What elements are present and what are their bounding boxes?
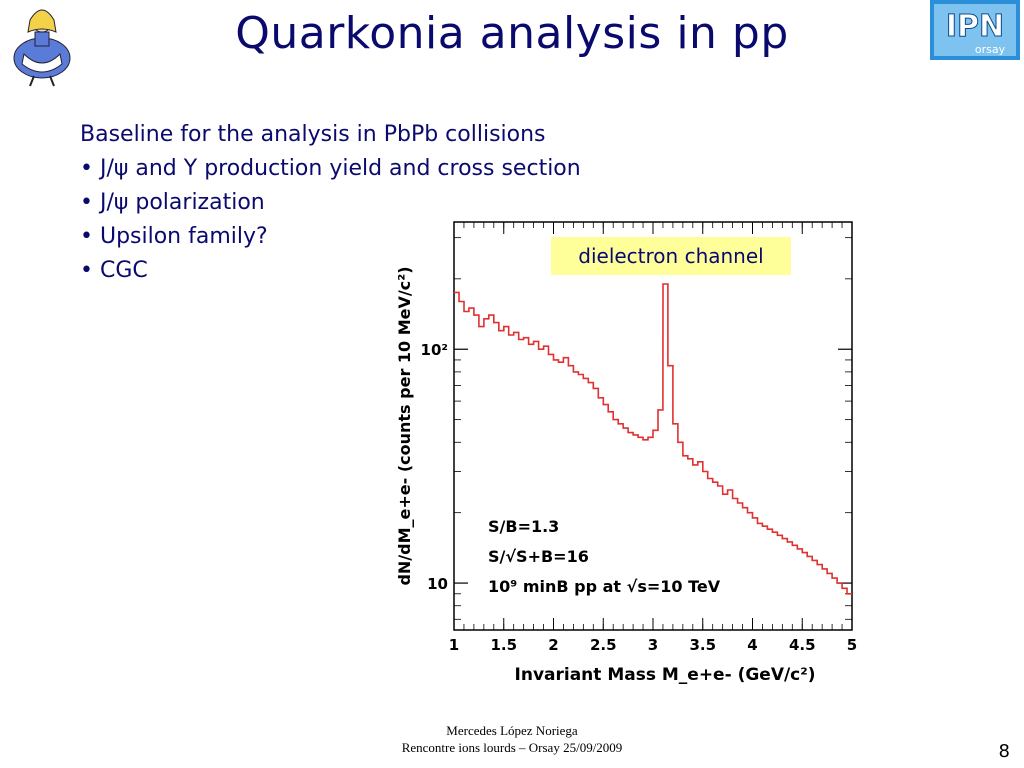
- y-tick-label-0: 10: [427, 575, 448, 593]
- x-tick-label-3: 3: [648, 636, 658, 654]
- footer-event: Rencontre ions lourds – Orsay 25/09/2009: [401, 740, 623, 755]
- dielectron-channel-badge: dielectron channel: [551, 237, 791, 275]
- x-tick-label-1: 1: [449, 636, 459, 654]
- logo-text: IPN: [946, 9, 1004, 44]
- x-tick-label-2.5: 2.5: [590, 636, 617, 654]
- x-tick-label-4: 4: [747, 636, 757, 654]
- x-tick-label-2: 2: [548, 636, 558, 654]
- logo-subtext: orsay: [975, 43, 1006, 56]
- y-axis-label: dN/dM_e+e- (counts per 10 MeV/c²): [395, 266, 414, 585]
- bullet-list: Baseline for the analysis in PbPb collis…: [80, 118, 581, 288]
- plot-frame: [453, 221, 853, 631]
- x-tick-label-3.5: 3.5: [689, 636, 716, 654]
- x-tick-label-5: 5: [847, 636, 857, 654]
- x-axis-label: Invariant Mass M_e+e- (GeV/c²): [515, 665, 816, 685]
- bullet-jpsi-polarization: • J/ψ polarization: [80, 190, 265, 215]
- plot-annotation-0: S/B=1.3: [488, 517, 559, 536]
- histogram-series: [454, 283, 852, 595]
- bullet-cgc: • CGC: [80, 258, 148, 283]
- page-number: 8: [998, 741, 1010, 762]
- bullet-upsilon-family: • Upsilon family?: [80, 224, 268, 249]
- slide-title: Quarkonia analysis in pp: [235, 8, 789, 59]
- plot-annotation-2: 10⁹ minB pp at √s=10 TeV: [488, 577, 721, 596]
- plot-annotation-1: S/√S+B=16: [488, 547, 589, 566]
- x-tick-label-4.5: 4.5: [789, 636, 816, 654]
- alice-illustration: [13, 9, 71, 87]
- bullet-intro: Baseline for the analysis in PbPb collis…: [80, 122, 546, 147]
- bullet-jpsi-yield: • J/ψ and Υ production yield and cross s…: [80, 156, 581, 181]
- x-tick-label-1.5: 1.5: [490, 636, 517, 654]
- footer-author: Mercedes López Noriega: [446, 723, 578, 738]
- ipn-logo: IPN orsay: [930, 0, 1020, 60]
- y-tick-label-1: 10²: [421, 341, 448, 359]
- invariant-mass-plot: 1 1.5 2 2.5 3 3.5 4 4.5 5 10 10² S/B=1.3 S/√S+B=16 1…: [395, 221, 857, 685]
- footer: Mercedes López Noriega Rencontre ions lo…: [0, 722, 1024, 756]
